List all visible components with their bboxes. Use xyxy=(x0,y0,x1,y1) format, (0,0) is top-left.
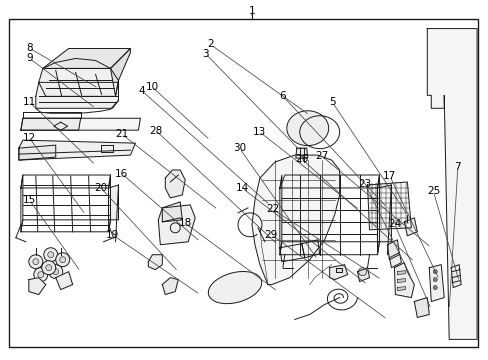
Text: 20: 20 xyxy=(94,183,107,193)
Polygon shape xyxy=(162,278,178,294)
Circle shape xyxy=(41,261,56,275)
Circle shape xyxy=(56,253,69,267)
Text: 23: 23 xyxy=(358,179,371,189)
Text: 8: 8 xyxy=(26,43,32,53)
Circle shape xyxy=(33,259,39,265)
Polygon shape xyxy=(329,265,347,280)
Polygon shape xyxy=(394,263,413,298)
Polygon shape xyxy=(19,140,135,160)
Polygon shape xyxy=(29,278,46,294)
Polygon shape xyxy=(279,244,304,262)
Text: 1: 1 xyxy=(248,6,255,17)
Polygon shape xyxy=(251,155,339,285)
Polygon shape xyxy=(39,68,118,96)
Circle shape xyxy=(53,269,59,275)
Text: 30: 30 xyxy=(233,143,245,153)
Polygon shape xyxy=(108,185,118,220)
Circle shape xyxy=(48,252,54,258)
Circle shape xyxy=(432,285,436,289)
Polygon shape xyxy=(450,265,460,288)
Text: 7: 7 xyxy=(454,162,460,172)
Text: 12: 12 xyxy=(22,133,36,143)
Text: 25: 25 xyxy=(426,186,439,197)
Polygon shape xyxy=(427,28,476,339)
Polygon shape xyxy=(56,272,73,289)
Polygon shape xyxy=(397,271,405,275)
Polygon shape xyxy=(19,145,56,160)
Circle shape xyxy=(49,265,62,279)
Text: 2: 2 xyxy=(206,40,213,49)
Polygon shape xyxy=(367,182,410,230)
Text: 4: 4 xyxy=(139,86,145,96)
Circle shape xyxy=(432,270,436,274)
Polygon shape xyxy=(36,82,118,108)
Text: 22: 22 xyxy=(265,204,279,215)
Polygon shape xyxy=(404,218,416,236)
Text: 27: 27 xyxy=(314,150,327,161)
Polygon shape xyxy=(397,287,405,291)
Polygon shape xyxy=(413,298,428,318)
Polygon shape xyxy=(386,240,399,260)
Text: 29: 29 xyxy=(264,230,277,239)
Polygon shape xyxy=(110,49,130,96)
Text: 18: 18 xyxy=(178,218,191,228)
Text: 3: 3 xyxy=(202,49,208,59)
Circle shape xyxy=(60,257,65,263)
Polygon shape xyxy=(357,268,369,282)
Polygon shape xyxy=(162,202,182,222)
Polygon shape xyxy=(42,49,130,68)
Text: 17: 17 xyxy=(382,171,395,181)
Text: 10: 10 xyxy=(145,82,158,92)
Text: 9: 9 xyxy=(26,53,32,63)
Circle shape xyxy=(44,248,58,262)
Circle shape xyxy=(358,268,366,276)
Circle shape xyxy=(432,278,436,282)
Circle shape xyxy=(38,272,44,278)
Text: 15: 15 xyxy=(22,195,36,205)
Text: 6: 6 xyxy=(279,91,285,101)
Polygon shape xyxy=(165,170,185,198)
Polygon shape xyxy=(21,118,140,130)
Text: 14: 14 xyxy=(235,183,248,193)
Text: 28: 28 xyxy=(149,126,162,135)
Text: 26: 26 xyxy=(295,154,308,164)
Text: 5: 5 xyxy=(328,97,335,107)
Polygon shape xyxy=(148,255,162,270)
Text: 11: 11 xyxy=(22,97,36,107)
Circle shape xyxy=(34,268,48,282)
Text: 21: 21 xyxy=(115,129,128,139)
Text: 19: 19 xyxy=(105,230,119,239)
Text: 24: 24 xyxy=(387,219,400,229)
Polygon shape xyxy=(301,240,319,258)
Polygon shape xyxy=(388,253,401,268)
Ellipse shape xyxy=(286,111,328,146)
Polygon shape xyxy=(158,205,195,245)
Circle shape xyxy=(46,265,52,271)
Text: 13: 13 xyxy=(252,127,265,136)
Text: 16: 16 xyxy=(115,168,128,179)
Polygon shape xyxy=(377,185,390,242)
Ellipse shape xyxy=(208,271,261,304)
Polygon shape xyxy=(295,148,307,158)
Polygon shape xyxy=(21,118,81,130)
Polygon shape xyxy=(335,268,341,272)
Polygon shape xyxy=(428,265,443,302)
Polygon shape xyxy=(397,279,405,283)
Circle shape xyxy=(306,243,316,253)
Circle shape xyxy=(29,255,42,269)
